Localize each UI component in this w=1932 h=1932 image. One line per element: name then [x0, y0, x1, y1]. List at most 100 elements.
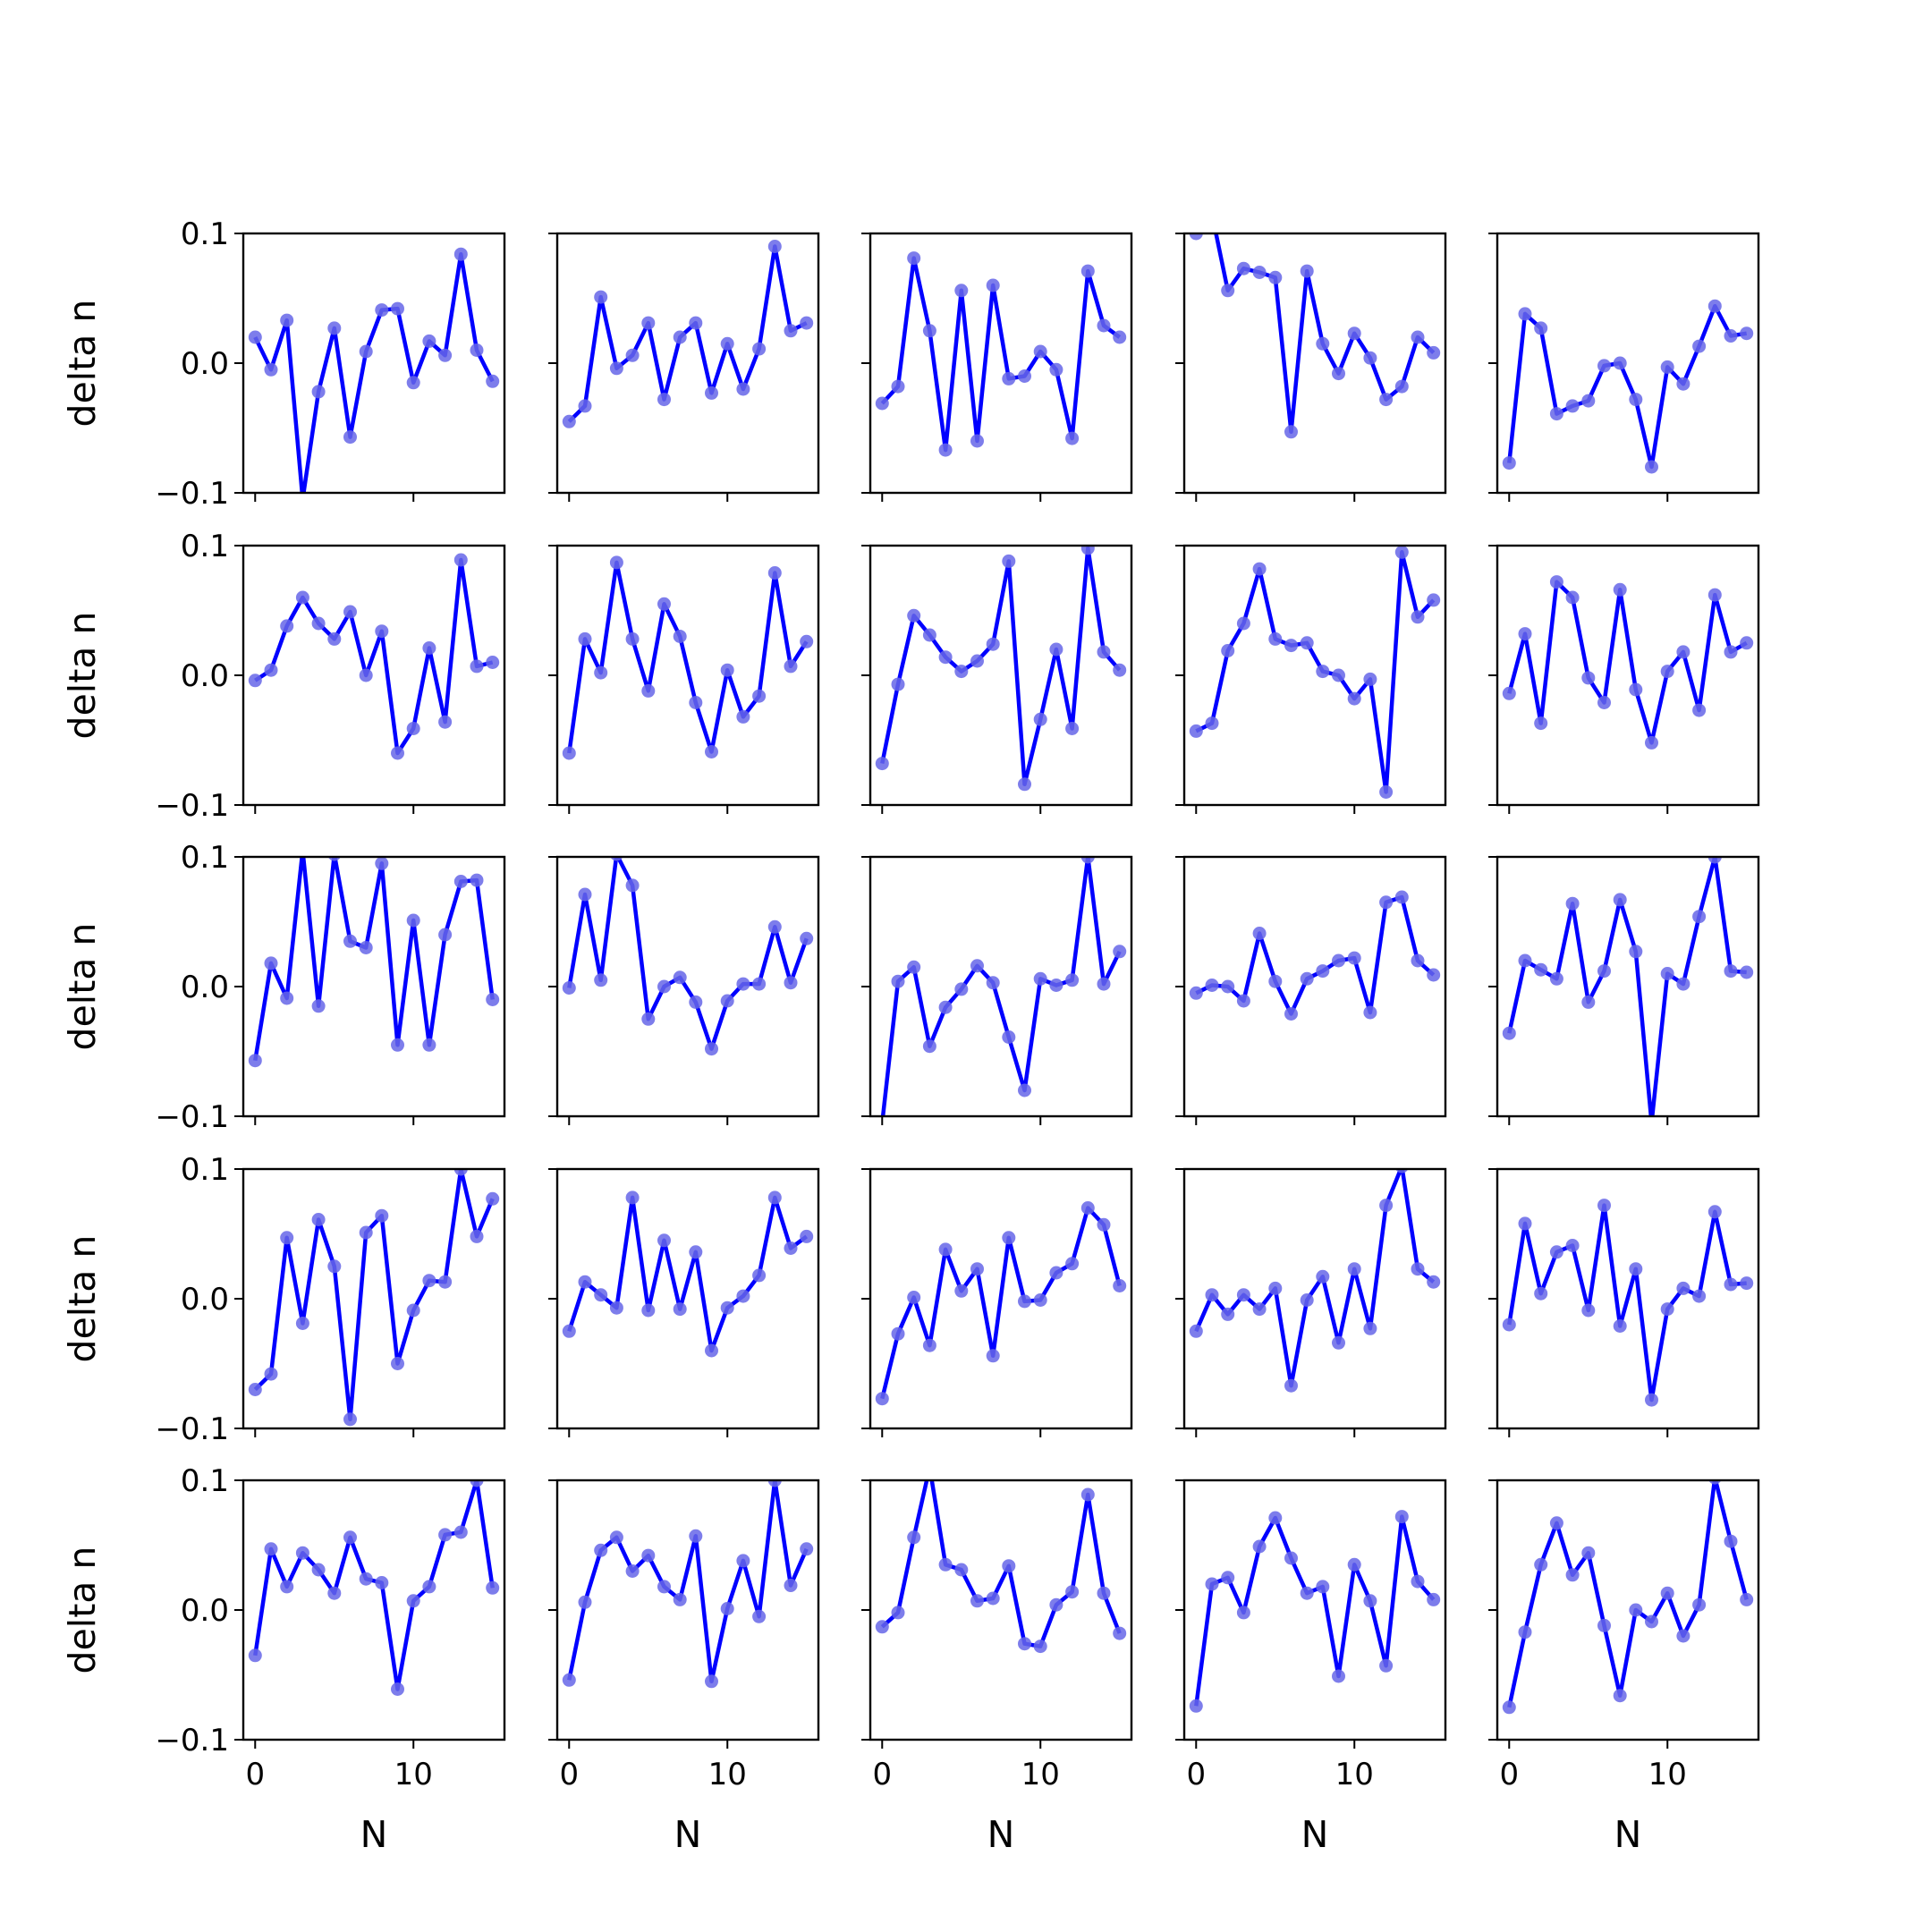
data-point [453, 1169, 468, 1176]
y-axis-label: delta n [61, 1546, 104, 1674]
data-point [578, 1275, 592, 1289]
series-group [1502, 1480, 1754, 1715]
data-point [264, 663, 278, 677]
data-point [1724, 645, 1738, 659]
data-point [1236, 1606, 1250, 1620]
data-point [1707, 588, 1722, 602]
series-line [880, 546, 1122, 787]
data-point [359, 668, 373, 682]
series-line [567, 560, 809, 754]
data-point [891, 677, 905, 691]
data-point [720, 1602, 734, 1615]
data-point [875, 757, 889, 771]
data-point [391, 1357, 404, 1370]
series-line [880, 1480, 1122, 1648]
x-tick-label: 10 [1335, 1757, 1374, 1792]
data-point [954, 1284, 969, 1298]
data-point [1284, 639, 1298, 653]
data-point [311, 1563, 326, 1577]
data-point [1316, 665, 1330, 679]
data-point [327, 1259, 342, 1274]
data-point [578, 887, 592, 902]
data-point [375, 1208, 389, 1223]
data-point [1189, 1699, 1203, 1713]
data-point [438, 715, 453, 729]
data-point [1002, 1231, 1016, 1245]
data-point [767, 1191, 782, 1205]
data-point [280, 619, 294, 633]
data-point [1379, 1199, 1394, 1213]
data-point [1252, 1302, 1267, 1317]
series-line [1196, 233, 1436, 435]
data-point [1740, 636, 1754, 650]
data-point [1347, 951, 1361, 965]
data-point [295, 590, 309, 605]
data-point [800, 931, 814, 945]
data-point [641, 1012, 656, 1026]
subplot-r3-c5 [1488, 855, 1760, 1125]
data-point [1065, 1257, 1080, 1271]
data-point [438, 348, 453, 362]
data-point [954, 1563, 969, 1577]
data-point [311, 999, 326, 1013]
data-point [248, 1648, 262, 1663]
data-point [609, 555, 623, 570]
data-point [562, 1324, 576, 1338]
data-point [594, 290, 608, 304]
data-point [1097, 977, 1111, 991]
x-axis-label: N [674, 1813, 702, 1856]
data-point [248, 1054, 262, 1068]
series-group [1189, 1169, 1441, 1393]
data-point [1502, 456, 1516, 470]
data-point [1363, 1594, 1377, 1608]
data-point [1379, 393, 1394, 407]
series-line [1507, 1203, 1747, 1402]
subplot-r2-c2 [548, 544, 820, 814]
data-point [720, 1301, 734, 1315]
data-point [907, 960, 921, 974]
data-point [1097, 318, 1111, 333]
data-point [470, 1229, 484, 1243]
data-point [562, 1673, 576, 1687]
data-point [1394, 546, 1409, 559]
data-point [486, 374, 500, 388]
series-group [1189, 1510, 1441, 1713]
data-point [486, 656, 500, 669]
data-point [1724, 1534, 1738, 1548]
data-point [1268, 631, 1283, 646]
data-point [1363, 351, 1377, 365]
data-point [1363, 1321, 1377, 1335]
data-point [406, 913, 420, 928]
data-point [422, 1038, 436, 1052]
data-point [1300, 636, 1314, 650]
data-point [578, 399, 592, 413]
series-group [562, 1191, 814, 1358]
data-point [1724, 964, 1738, 979]
series-line [1507, 857, 1747, 1116]
data-point [705, 1343, 718, 1358]
data-point [1502, 1318, 1516, 1332]
data-point [1316, 1269, 1330, 1284]
series-group [248, 857, 500, 1068]
data-point [1002, 1030, 1016, 1044]
data-point [1080, 1487, 1095, 1502]
data-point [752, 342, 767, 356]
data-point [1411, 610, 1425, 624]
data-point [1316, 1580, 1330, 1594]
data-point [453, 1525, 468, 1539]
data-point [922, 324, 936, 338]
series-group [875, 251, 1127, 457]
x-tick-label: 10 [1021, 1757, 1060, 1792]
x-axis-label: N [987, 1813, 1015, 1856]
data-point [578, 631, 592, 646]
data-point [470, 873, 484, 887]
data-point [1411, 1574, 1425, 1589]
data-point [1581, 394, 1596, 408]
data-point [1080, 264, 1095, 278]
y-tick-label: 0.1 [181, 216, 229, 252]
data-point [1189, 724, 1203, 738]
data-point [1692, 339, 1707, 353]
data-point [1597, 964, 1611, 979]
data-point [1113, 1279, 1127, 1292]
